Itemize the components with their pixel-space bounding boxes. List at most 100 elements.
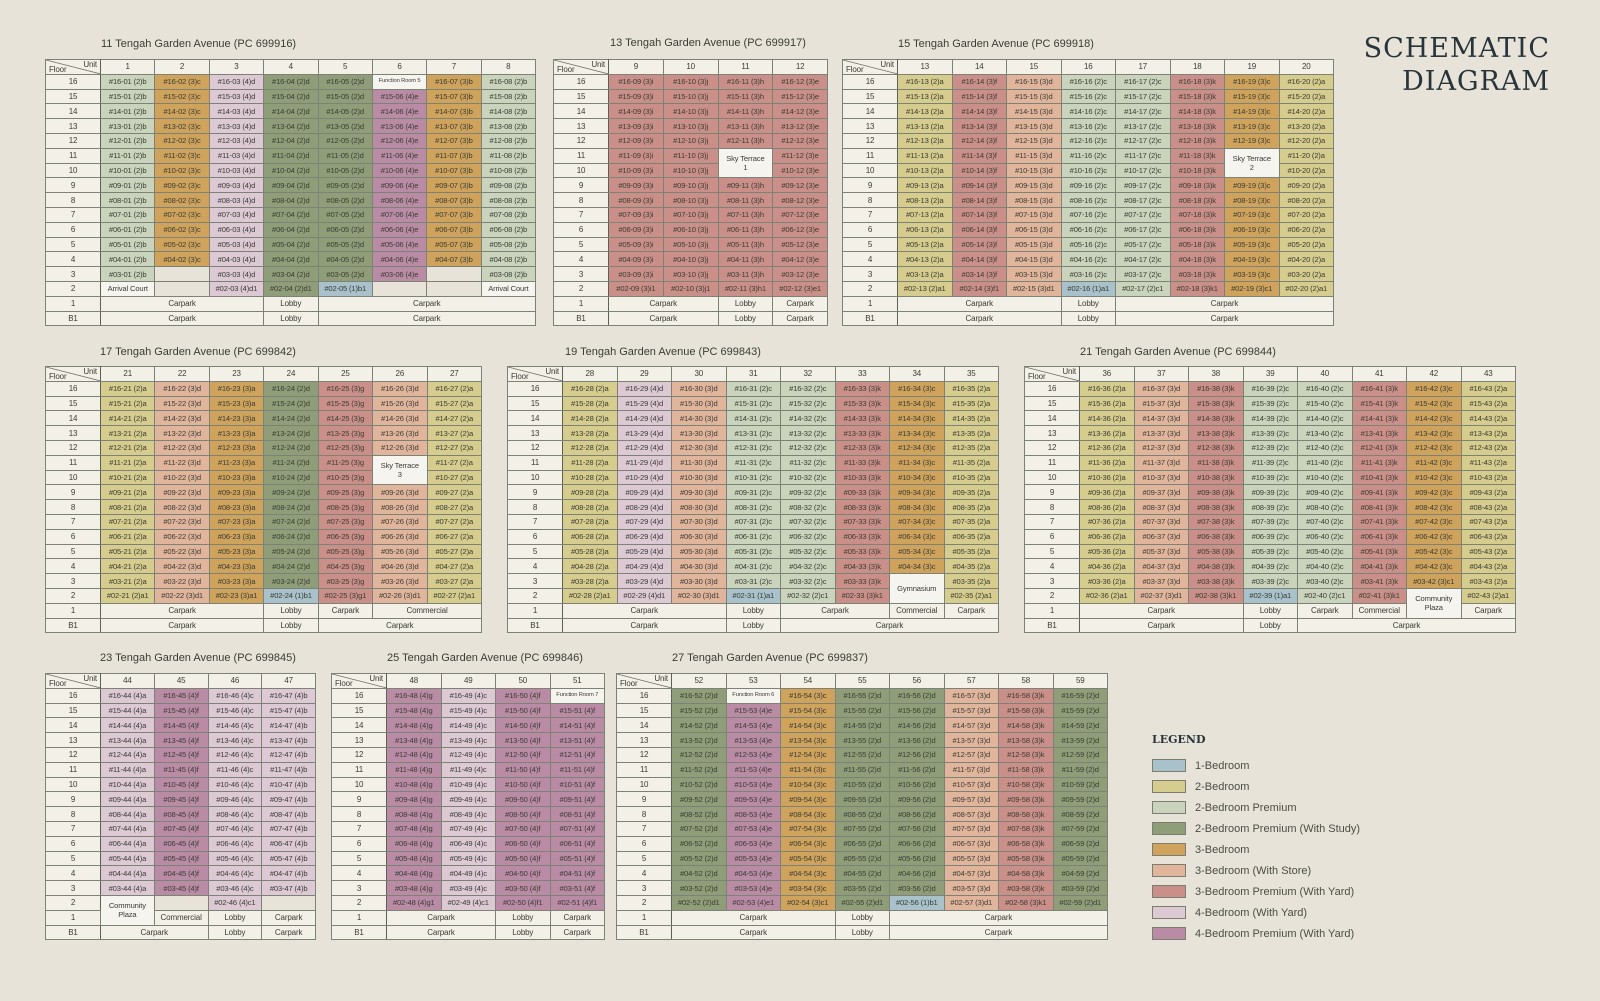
unit-cell[interactable]: #16-56 (2)d <box>889 687 945 704</box>
unit-cell[interactable]: #10-49 (4)c <box>440 776 496 793</box>
unit-cell[interactable]: #06-40 (2)c <box>1297 528 1353 545</box>
unit-cell[interactable]: #07-39 (2)c <box>1242 513 1298 530</box>
unit-cell[interactable]: #03-21 (2)a <box>99 573 156 589</box>
unit-cell[interactable]: #11-18 (3)k <box>1169 147 1225 164</box>
unit-cell[interactable]: #05-15 (3)d <box>1006 236 1062 253</box>
unit-cell[interactable]: #04-55 (2)d <box>834 865 890 882</box>
unit-cell[interactable]: #06-21 (2)a <box>99 528 156 545</box>
unit-cell[interactable]: #03-16 (2)c <box>1060 266 1116 282</box>
unit-cell[interactable]: #15-47 (4)b <box>261 702 316 719</box>
unit-cell[interactable]: #14-31 (2)c <box>725 410 781 427</box>
unit-cell[interactable]: #15-10 (3)j <box>662 88 719 105</box>
unit-cell[interactable]: #12-53 (4)e <box>725 746 781 763</box>
unit-cell[interactable]: #05-30 (3)d <box>671 543 727 560</box>
unit-cell[interactable]: #16-58 (3)k <box>998 687 1054 704</box>
unit-cell[interactable]: #15-18 (3)k <box>1169 88 1225 105</box>
unit-cell[interactable]: #14-53 (4)e <box>725 717 781 734</box>
unit-cell[interactable]: #09-04 (2)d <box>263 177 319 194</box>
unit-cell[interactable]: #13-45 (4)f <box>153 732 209 748</box>
unit-cell[interactable]: #12-09 (3)i <box>608 132 664 149</box>
unit-cell[interactable]: #05-29 (4)d <box>616 543 672 560</box>
unit-cell[interactable]: #05-56 (2)d <box>889 850 945 867</box>
unit-cell[interactable]: #05-44 (4)a <box>100 850 155 867</box>
unit-cell[interactable]: #06-05 (2)d <box>317 221 373 238</box>
unit-cell[interactable]: #06-50 (4)f <box>495 835 551 852</box>
unit-cell[interactable]: #09-52 (2)d <box>671 791 727 808</box>
unit-cell[interactable]: #04-01 (2)b <box>99 251 156 268</box>
unit-cell[interactable]: #15-48 (4)g <box>386 702 442 719</box>
unit-cell[interactable]: #08-37 (3)d <box>1133 499 1189 515</box>
unit-cell[interactable]: #12-47 (4)b <box>261 746 316 763</box>
unit-cell[interactable]: #04-26 (3)d <box>372 558 428 575</box>
unit-cell[interactable]: #10-55 (2)d <box>834 776 890 793</box>
unit-cell[interactable]: #10-54 (3)c <box>780 776 836 793</box>
unit-cell[interactable]: #07-14 (3)f <box>951 206 1007 223</box>
unit-cell[interactable]: #04-02 (3)c <box>154 251 210 268</box>
unit-cell[interactable]: #05-59 (2)d <box>1052 850 1108 867</box>
unit-cell[interactable]: #16-13 (2)a <box>897 73 953 90</box>
unit-cell[interactable]: #02-20 (2)a1 <box>1278 280 1334 297</box>
unit-cell[interactable]: #09-14 (3)f <box>951 177 1007 194</box>
unit-cell[interactable]: #03-19 (3)c <box>1224 266 1280 282</box>
unit-cell[interactable]: #02-13 (2)a1 <box>897 280 953 297</box>
unit-cell[interactable]: #02-33 (3)k1 <box>834 587 890 604</box>
unit-cell[interactable]: #09-22 (3)d <box>154 484 210 501</box>
unit-cell[interactable]: #04-16 (2)c <box>1060 251 1116 268</box>
unit-cell[interactable]: #04-21 (2)a <box>99 558 156 575</box>
unit-cell[interactable]: #12-34 (3)c <box>889 439 945 456</box>
unit-cell[interactable]: #07-16 (2)c <box>1060 206 1116 223</box>
unit-cell[interactable]: #06-33 (3)k <box>834 528 890 545</box>
unit-cell[interactable]: #14-58 (3)k <box>998 717 1054 734</box>
unit-cell[interactable]: #08-39 (2)c <box>1242 499 1298 515</box>
unit-cell[interactable]: #08-16 (2)c <box>1060 192 1116 208</box>
unit-cell[interactable]: #15-08 (2)b <box>480 88 537 105</box>
unit-cell[interactable]: #02-28 (2)a1 <box>562 587 618 604</box>
unit-cell[interactable]: #08-19 (3)c <box>1224 192 1280 208</box>
unit-cell[interactable]: #02-50 (4)f1 <box>495 894 551 911</box>
unit-cell[interactable]: #14-23 (3)a <box>208 410 265 427</box>
unit-cell[interactable]: #12-30 (3)d <box>671 439 727 456</box>
unit-cell[interactable]: #14-10 (3)j <box>662 103 719 120</box>
unit-cell[interactable]: #11-20 (2)a <box>1278 147 1334 164</box>
unit-cell[interactable]: #02-12 (3)e1 <box>772 280 828 297</box>
unit-cell[interactable]: #04-42 (3)c <box>1406 558 1462 575</box>
unit-cell[interactable]: #09-24 (2)d <box>263 484 319 501</box>
unit-cell[interactable]: #03-46 (4)c <box>207 880 263 896</box>
unit-cell[interactable]: #05-41 (3)k <box>1351 543 1407 560</box>
unit-cell[interactable]: #05-24 (2)d <box>263 543 319 560</box>
unit-cell[interactable]: #15-55 (2)d <box>834 702 890 719</box>
unit-cell[interactable]: #08-10 (3)j <box>662 192 719 208</box>
unit-cell[interactable]: #05-16 (2)c <box>1060 236 1116 253</box>
unit-cell[interactable]: #06-51 (4)f <box>549 835 605 852</box>
unit-cell[interactable]: #13-25 (3)g <box>317 425 374 441</box>
unit-cell[interactable]: #05-37 (3)d <box>1133 543 1189 560</box>
unit-cell[interactable]: #09-25 (3)g <box>317 484 374 501</box>
unit-cell[interactable]: #14-18 (3)k <box>1169 103 1225 120</box>
unit-cell[interactable]: #03-44 (4)a <box>100 880 155 896</box>
unit-cell[interactable]: #08-20 (2)a <box>1278 192 1334 208</box>
unit-cell[interactable]: #05-51 (4)f <box>549 850 605 867</box>
unit-cell[interactable]: #13-21 (2)a <box>99 425 156 441</box>
unit-cell[interactable]: #07-54 (3)c <box>780 820 836 837</box>
unit-cell[interactable]: #07-12 (3)e <box>772 206 828 223</box>
unit-cell[interactable]: #08-14 (3)f <box>951 192 1007 208</box>
unit-cell[interactable]: #12-19 (3)c <box>1224 132 1280 149</box>
unit-cell[interactable]: #07-28 (2)a <box>562 513 618 530</box>
unit-cell[interactable]: #16-25 (3)g <box>317 380 374 397</box>
unit-cell[interactable]: #10-13 (2)a <box>897 162 953 179</box>
unit-cell[interactable]: #09-23 (3)a <box>208 484 265 501</box>
unit-cell[interactable]: #07-31 (2)c <box>725 513 781 530</box>
unit-cell[interactable]: #09-29 (4)d <box>616 484 672 501</box>
unit-cell[interactable]: #04-27 (2)a <box>426 558 482 575</box>
unit-cell[interactable]: #04-18 (3)k <box>1169 251 1225 268</box>
unit-cell[interactable]: #10-09 (3)i <box>608 162 664 179</box>
unit-cell[interactable]: #16-12 (3)e <box>772 73 828 90</box>
unit-cell[interactable]: #07-53 (4)e <box>725 820 781 837</box>
unit-cell[interactable]: #10-29 (4)d <box>616 469 672 486</box>
unit-cell[interactable]: #16-33 (3)k <box>834 380 890 397</box>
unit-cell[interactable]: #04-53 (4)e <box>725 865 781 882</box>
unit-cell[interactable]: #11-15 (3)d <box>1006 147 1062 164</box>
unit-cell[interactable]: #10-05 (2)d <box>317 162 373 179</box>
unit-cell[interactable]: #14-16 (2)c <box>1060 103 1116 120</box>
unit-cell[interactable]: #14-59 (2)d <box>1052 717 1108 734</box>
